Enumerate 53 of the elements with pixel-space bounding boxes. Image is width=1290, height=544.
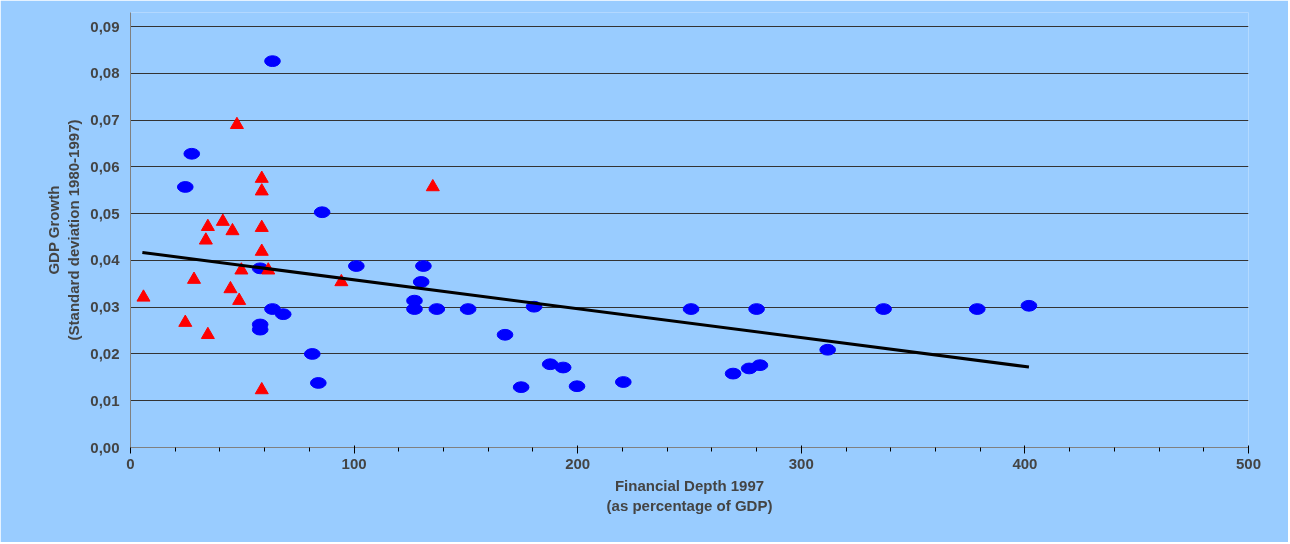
point (751, 359, 769, 372)
y-tick-label: 0,08 (90, 64, 120, 82)
x-tick-label: 400 (1012, 454, 1038, 472)
point (724, 367, 742, 380)
point (200, 218, 215, 231)
y-axis-title: GDP Growth (Standard deviation 1980-1997) (44, 119, 83, 341)
point (254, 170, 269, 183)
point (225, 222, 240, 236)
y-tick-label: 0,09 (90, 17, 120, 35)
y-tick-label: 0,04 (90, 251, 121, 269)
point (254, 219, 269, 232)
point (198, 232, 213, 245)
x-tick-label: 500 (1235, 454, 1262, 472)
point (136, 289, 151, 302)
x-tick-label: 100 (341, 454, 367, 472)
x-tick-label: 300 (788, 454, 814, 472)
y-tick-label: 0,01 (90, 391, 120, 409)
point (496, 328, 514, 341)
y-tick-label: 0,07 (90, 111, 120, 129)
point (512, 381, 530, 394)
point (310, 377, 327, 389)
point (254, 243, 269, 256)
x-tick-label: 0 (126, 454, 135, 472)
point (274, 308, 292, 321)
y-tick-label: 0,00 (90, 438, 120, 456)
y-tick-label: 0,02 (90, 344, 120, 362)
point (406, 303, 423, 315)
y-tick-label: 0,05 (90, 204, 120, 222)
point (415, 260, 432, 272)
point (254, 183, 269, 196)
point (178, 314, 193, 327)
point (541, 358, 559, 371)
point (229, 116, 244, 130)
point (223, 280, 238, 294)
point (313, 206, 331, 219)
point (748, 303, 765, 315)
point (875, 303, 892, 315)
point (215, 213, 230, 226)
y-tick-label: 0,06 (90, 157, 120, 175)
point (425, 178, 440, 192)
point (187, 271, 201, 284)
x-axis-title: Financial Depth 1997 (as percentage of GDP) (606, 476, 773, 514)
point (568, 380, 586, 393)
y-tick-label: 0,03 (90, 298, 120, 316)
point (1020, 299, 1038, 312)
point (348, 260, 365, 272)
point (183, 147, 201, 160)
point (819, 343, 837, 356)
point (200, 326, 215, 340)
point (232, 292, 247, 305)
point (264, 303, 281, 315)
point (554, 361, 572, 374)
x-tick-label: 200 (565, 454, 591, 472)
